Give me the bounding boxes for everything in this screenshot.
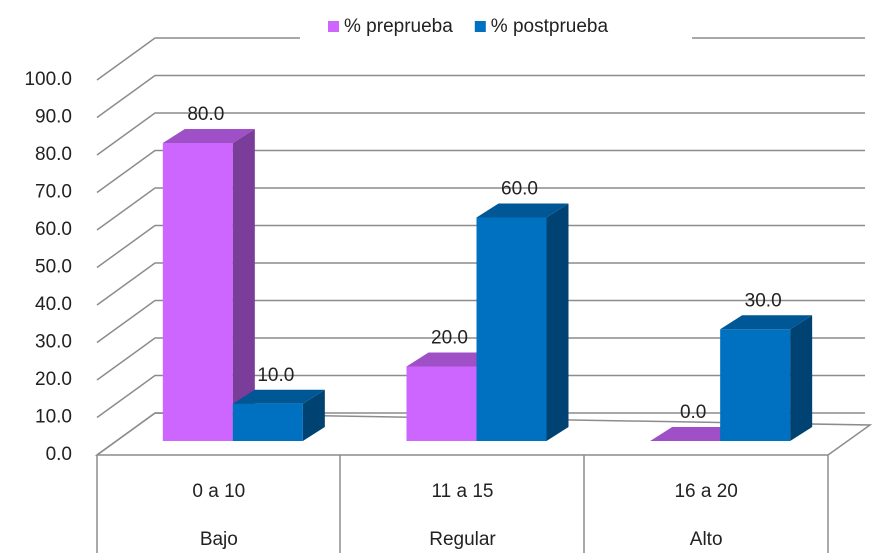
bar-side bbox=[302, 389, 325, 441]
legend-box bbox=[300, 12, 692, 42]
grid-line bbox=[96, 224, 865, 269]
bar-front bbox=[476, 217, 547, 441]
y-tick-label: 100.0 bbox=[24, 69, 72, 90]
grid-line bbox=[96, 412, 865, 456]
bar-side bbox=[790, 315, 813, 441]
y-tick-label: 40.0 bbox=[35, 294, 72, 315]
x-group-label: Alto bbox=[690, 529, 723, 550]
x-group-label: Bajo bbox=[200, 529, 238, 550]
grid-line bbox=[96, 187, 865, 231]
bar-top bbox=[162, 129, 255, 143]
y-tick-label: 20.0 bbox=[35, 369, 72, 390]
y-tick-label: 70.0 bbox=[35, 182, 72, 203]
grid-line bbox=[96, 37, 865, 81]
y-tick-label: 50.0 bbox=[35, 257, 72, 278]
value-label: 60.0 bbox=[501, 179, 538, 200]
bar-front bbox=[406, 366, 477, 441]
x-tick-label: 0 a 10 bbox=[192, 481, 245, 502]
bar-front bbox=[232, 403, 303, 441]
y-tick-label: 60.0 bbox=[35, 219, 72, 240]
grid-line bbox=[96, 299, 865, 344]
legend-swatch bbox=[474, 21, 486, 32]
grid-line bbox=[96, 337, 865, 381]
y-tick-label: 0.0 bbox=[46, 444, 72, 465]
bar-front bbox=[162, 143, 233, 441]
y-tick-label: 30.0 bbox=[35, 332, 72, 353]
x-tick-label: 16 a 20 bbox=[674, 481, 737, 502]
value-label: 30.0 bbox=[745, 290, 782, 311]
grid-line bbox=[96, 374, 865, 419]
grid-line bbox=[96, 262, 865, 306]
bar-top bbox=[406, 352, 499, 367]
grid-line bbox=[96, 74, 865, 119]
legend-label: % preprueba bbox=[344, 16, 453, 37]
y-tick-label: 10.0 bbox=[35, 407, 72, 428]
bar-top bbox=[232, 389, 325, 404]
value-label: 0.0 bbox=[680, 402, 706, 423]
value-label: 20.0 bbox=[431, 328, 468, 349]
legend-label: % postprueba bbox=[491, 16, 609, 37]
y-tick-label: 80.0 bbox=[35, 144, 72, 165]
grid-line bbox=[96, 112, 865, 156]
bar-top bbox=[476, 203, 569, 218]
bar-side bbox=[232, 129, 255, 441]
grid-line bbox=[96, 149, 865, 194]
bar-top bbox=[650, 427, 743, 441]
value-label: 10.0 bbox=[257, 365, 294, 386]
legend-swatch bbox=[328, 21, 339, 32]
value-label: 80.0 bbox=[187, 104, 224, 125]
x-tick-label: 11 a 15 bbox=[432, 481, 494, 502]
bar-front bbox=[720, 329, 791, 441]
x-group-label: Regular bbox=[429, 529, 496, 550]
bar-top bbox=[720, 315, 813, 330]
y-tick-label: 90.0 bbox=[35, 107, 72, 128]
bar-side bbox=[546, 203, 569, 441]
